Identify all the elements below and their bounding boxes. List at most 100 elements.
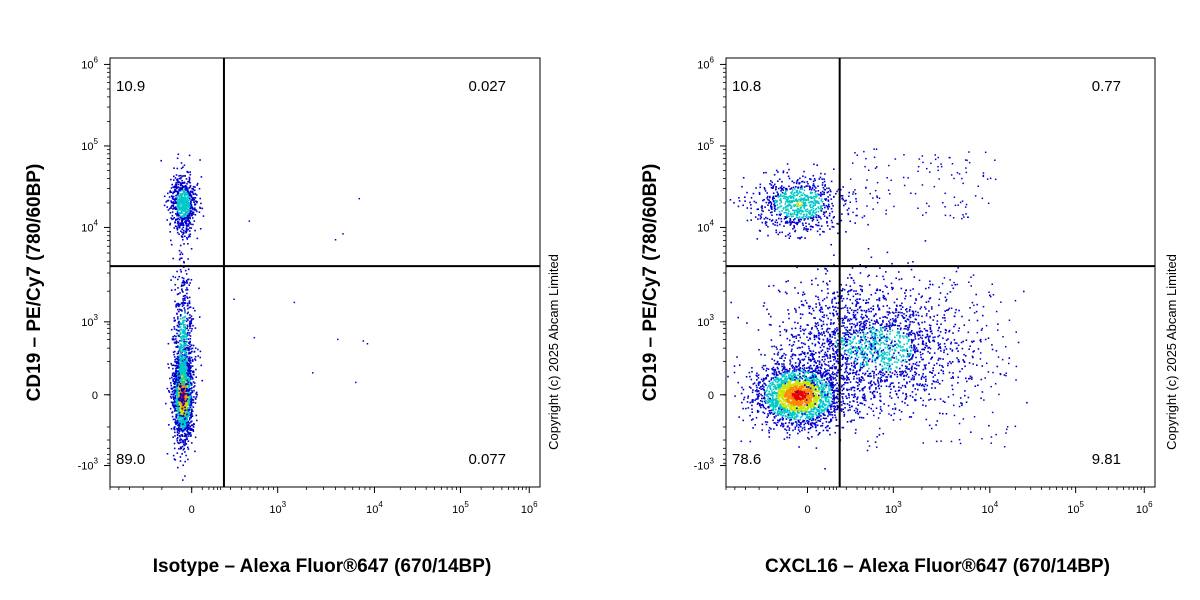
event-dot [779, 348, 782, 351]
event-dot [186, 324, 189, 327]
event-dot [187, 188, 189, 191]
event-dot [761, 384, 764, 386]
event-dot [181, 201, 183, 203]
event-dot [779, 394, 782, 396]
event-dot [192, 192, 194, 194]
event-dot [188, 230, 191, 232]
event-dot [182, 186, 184, 188]
event-dot [804, 409, 807, 412]
event-dot [185, 359, 187, 361]
event-dot [180, 345, 182, 347]
event-dot [800, 415, 803, 418]
event-dot [177, 206, 180, 208]
event-dot [775, 408, 777, 411]
event-dot [179, 460, 182, 462]
event-dot [775, 395, 778, 397]
event-dot [806, 378, 809, 381]
event-dot [179, 292, 181, 294]
event-dot [185, 320, 188, 323]
event-dot [182, 419, 185, 422]
event-dot [794, 428, 796, 430]
event-dot [784, 366, 786, 369]
event-dot [846, 403, 849, 405]
event-dot [182, 381, 184, 383]
event-dot [763, 377, 765, 380]
event-dot [801, 358, 803, 361]
event-dot [173, 442, 176, 445]
event-dot [194, 436, 197, 439]
event-dot [172, 454, 175, 457]
event-dot [190, 279, 193, 281]
event-dot [195, 393, 197, 395]
event-dot [807, 387, 809, 390]
event-dot [762, 397, 765, 400]
event-dot [819, 403, 821, 405]
event-dot [193, 389, 195, 392]
event-dot [804, 390, 806, 392]
event-dot [775, 422, 777, 424]
event-dot [187, 407, 190, 410]
event-dot [809, 388, 812, 391]
event-dot [756, 393, 758, 396]
event-dot [193, 371, 195, 374]
event-dot [804, 398, 806, 400]
event-dot [175, 219, 177, 221]
event-dot [758, 384, 760, 386]
event-dot [788, 374, 790, 376]
event-dot [778, 420, 781, 422]
event-dot [188, 180, 191, 182]
event-dot [191, 399, 194, 401]
event-dot [789, 397, 792, 400]
event-dot [188, 341, 191, 344]
event-dot [858, 373, 860, 376]
event-dot [198, 187, 201, 190]
event-dot [792, 370, 794, 372]
event-dot [766, 416, 768, 419]
event-dot [181, 215, 184, 217]
event-dot [185, 204, 187, 206]
event-dot [179, 407, 181, 410]
event-dot [860, 416, 863, 419]
event-dot [808, 415, 811, 418]
event-dot [169, 223, 171, 226]
event-dot [181, 218, 184, 221]
event-dot [789, 412, 792, 415]
event-dot [786, 426, 789, 428]
event-dot [170, 191, 173, 193]
event-dot [181, 367, 184, 370]
event-dot [189, 414, 192, 417]
event-dot [820, 425, 822, 427]
event-dot [190, 199, 193, 201]
event-dot [788, 414, 791, 417]
event-dot [191, 413, 193, 416]
event-dot [788, 371, 791, 374]
event-dot [777, 414, 779, 416]
event-dot [191, 212, 193, 215]
event-dot [185, 347, 188, 349]
event-dot [168, 390, 170, 392]
event-dot [779, 387, 782, 390]
event-dot [186, 216, 188, 219]
event-dot [195, 376, 197, 378]
event-dot [173, 317, 175, 319]
event-dot [174, 408, 176, 411]
event-dot [780, 409, 782, 412]
event-dot [186, 325, 189, 328]
event-dot [828, 402, 831, 404]
event-dot [818, 404, 820, 407]
event-dot [185, 227, 188, 229]
event-dot [809, 389, 811, 392]
event-dot [187, 423, 190, 426]
x-tick-label: 105 [452, 500, 469, 516]
event-dot [193, 382, 196, 384]
event-dot [792, 390, 794, 392]
event-dot [781, 391, 783, 393]
event-dot [189, 327, 191, 329]
event-dot [823, 385, 826, 388]
event-dot [770, 405, 772, 408]
event-dot [806, 407, 809, 410]
event-dot [175, 399, 177, 402]
event-dot [187, 380, 190, 382]
event-dot [785, 411, 788, 414]
event-dot [175, 403, 177, 405]
